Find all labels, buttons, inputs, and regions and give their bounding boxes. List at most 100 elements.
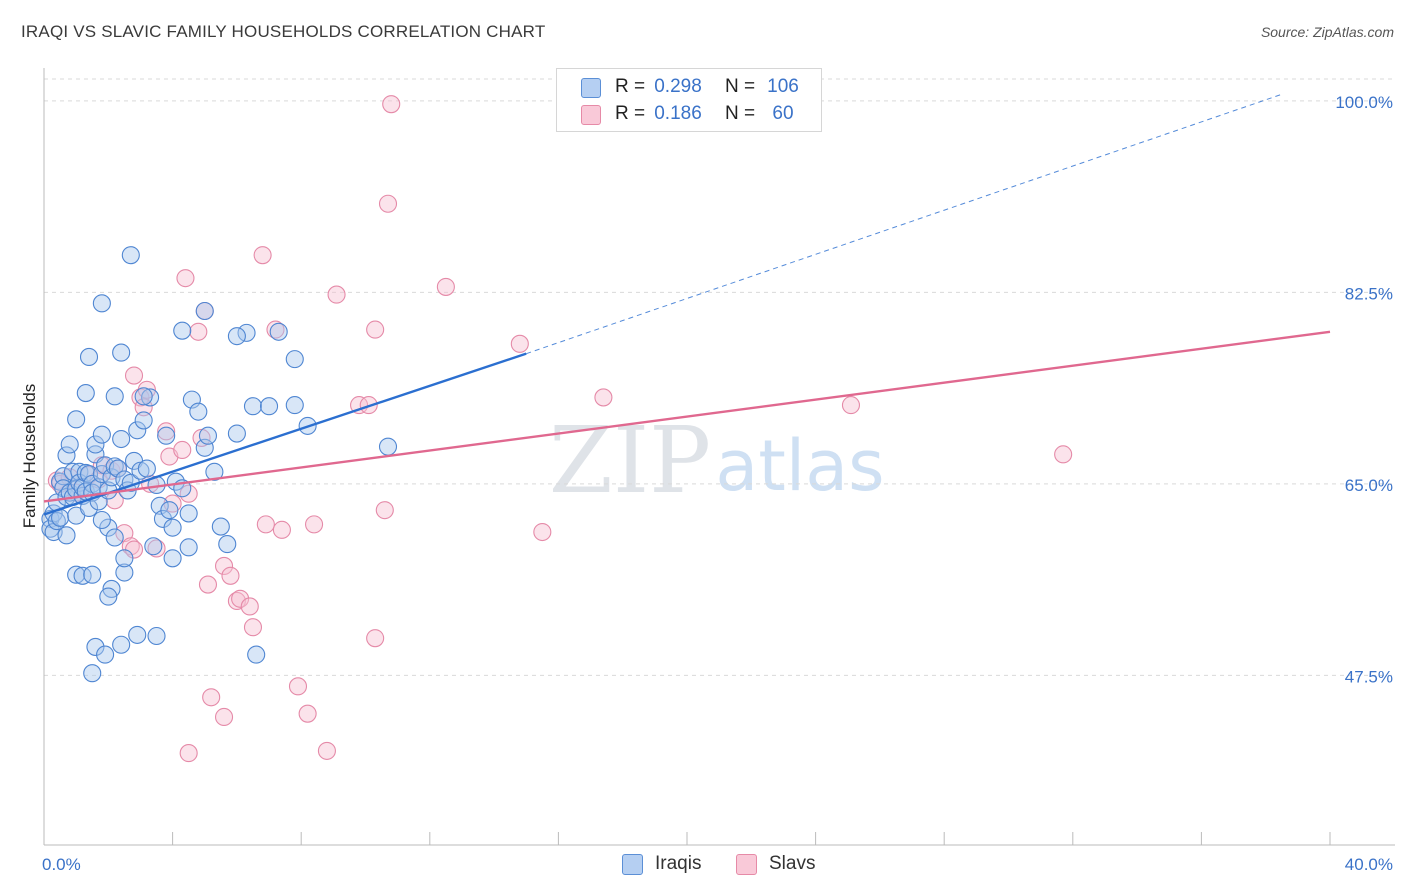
iraqis-point <box>105 457 124 476</box>
chart-title: IRAQI VS SLAVIC FAMILY HOUSEHOLDS CORREL… <box>21 22 546 41</box>
iraqis-point <box>144 537 163 556</box>
x-tick-label: 0.0% <box>42 855 81 874</box>
iraqis-point <box>198 426 218 445</box>
watermark-atlas: atlas <box>715 425 884 507</box>
iraqis-point <box>285 396 304 415</box>
iraqis-point <box>141 388 160 407</box>
iraqis-point <box>163 549 182 568</box>
iraqis-point <box>211 517 230 536</box>
iraqis-point <box>115 549 134 568</box>
iraqis-point <box>96 645 115 664</box>
r-value: 0.186 <box>654 103 702 124</box>
slavs-point <box>240 597 259 616</box>
iraqis-point <box>73 566 92 585</box>
iraqis-point <box>269 322 288 341</box>
slavs-point <box>288 677 308 696</box>
iraqis-point <box>163 518 182 537</box>
y-tick-label: 82.5% <box>1345 284 1393 303</box>
slavs-point <box>256 515 275 534</box>
iraqis-point <box>157 426 176 445</box>
iraqis-point <box>237 323 256 342</box>
iraqis-point <box>134 387 153 406</box>
iraqis-point <box>99 587 118 606</box>
slavs-point <box>327 285 346 304</box>
slavs-point <box>179 744 198 763</box>
iraqis-point <box>259 397 279 416</box>
iraqis-point <box>47 512 66 531</box>
slavs-point <box>510 334 529 353</box>
slavs-point <box>1054 445 1073 464</box>
iraqis-point <box>92 425 111 444</box>
slavs-point <box>189 322 208 341</box>
slavs-point <box>157 422 176 441</box>
n-value: 106 <box>767 76 799 97</box>
slavs-trend-line <box>43 330 1331 503</box>
slavs-point <box>253 246 272 265</box>
slavs-point <box>594 388 613 407</box>
iraqis-point <box>218 535 237 554</box>
trend-lines <box>43 93 1331 516</box>
slavs-point <box>124 366 144 385</box>
slavs-point <box>366 320 385 339</box>
iraqis-point <box>128 421 147 440</box>
grid-lines <box>44 78 1395 676</box>
iraqis-point <box>128 625 147 644</box>
iraqis-point <box>173 321 192 340</box>
iraqis-point <box>99 518 118 537</box>
slavs-point <box>214 707 234 727</box>
iraqis-point <box>83 664 102 683</box>
iraqis-point <box>57 446 76 465</box>
iraqis-point <box>79 347 99 366</box>
y-tick-label: 47.5% <box>1345 667 1393 686</box>
n-label: N = <box>725 103 756 124</box>
iraqis-point <box>115 563 134 582</box>
slavs-point <box>266 320 285 339</box>
iraqis-point <box>285 350 304 369</box>
slavs-swatch <box>736 854 757 875</box>
slavs-point <box>231 589 250 608</box>
slavs-point <box>202 688 221 707</box>
slavs-point <box>176 269 195 288</box>
iraqis-point <box>112 343 131 362</box>
x-tick-label: 40.0% <box>1345 855 1393 874</box>
slavs-point <box>147 539 166 558</box>
slavs-point <box>272 520 291 539</box>
iraqis-point <box>105 387 124 406</box>
slavs-point <box>317 741 336 760</box>
iraqis-point <box>205 462 224 481</box>
iraqis-point <box>189 402 208 421</box>
iraqis-point <box>378 437 398 456</box>
slavs-point <box>198 575 218 594</box>
iraqis-point <box>92 294 111 313</box>
slavs-point <box>115 524 134 543</box>
y-tick-label: 100.0% <box>1335 93 1393 112</box>
iraqis-point <box>57 526 76 545</box>
iraqis-point <box>76 384 95 403</box>
slavs-point <box>350 396 369 415</box>
legend-row-iraqis: R = 0.298 N = 106 <box>557 74 821 100</box>
iraqis-point <box>137 459 156 478</box>
slavs-point <box>214 556 234 576</box>
iraqis-point <box>79 464 99 484</box>
iraqis-point <box>160 501 179 520</box>
tick-labels: 47.5% 65.0% 82.5% 100.0% 0.0% 40.0% <box>42 93 1393 874</box>
n-value: 60 <box>772 103 794 124</box>
slavs-point <box>221 566 240 585</box>
slavs-point <box>305 515 324 534</box>
slavs-point <box>243 618 263 637</box>
slavs-point <box>382 95 401 114</box>
iraqis-point <box>67 410 86 429</box>
slavs-point <box>436 277 455 296</box>
legend-label-iraqis: Iraqis <box>655 853 702 874</box>
axes <box>43 68 1395 846</box>
source-label: Source: ZipAtlas.com <box>1260 24 1394 40</box>
y-tick-label: 65.0% <box>1345 476 1393 495</box>
iraqis-point <box>179 504 198 523</box>
watermark: ZIP atlas <box>549 407 885 514</box>
slavs-points <box>47 95 1073 763</box>
iraqis-point <box>134 411 153 430</box>
iraqis-point <box>105 528 124 547</box>
r-value: 0.298 <box>654 76 702 97</box>
iraqis-point <box>83 565 102 584</box>
